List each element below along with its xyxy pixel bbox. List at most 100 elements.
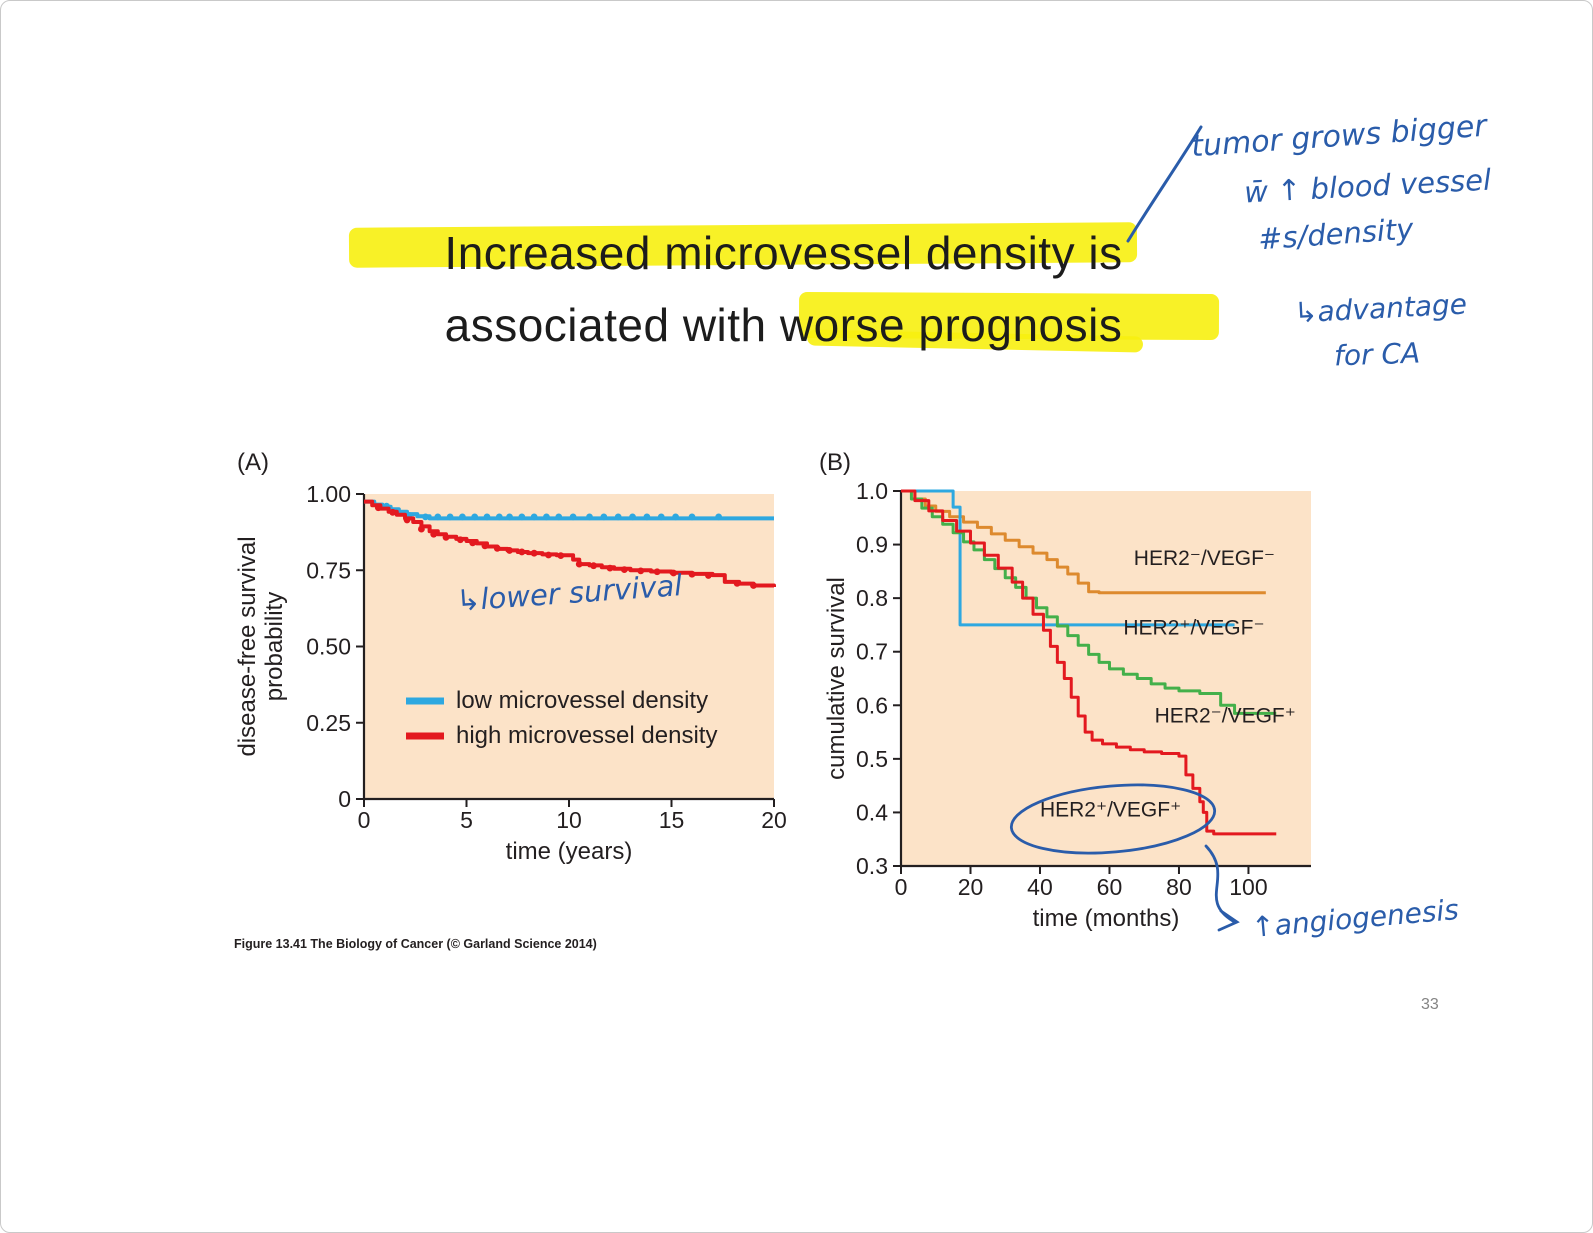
series-label: HER2⁻/VEGF⁺ bbox=[1155, 704, 1296, 727]
censor-dot bbox=[469, 539, 477, 547]
handwritten-note-tumor-grows: tumor grows bigger bbox=[1190, 108, 1488, 165]
censor-dot bbox=[442, 533, 450, 541]
censor-dot bbox=[530, 513, 538, 521]
series-line bbox=[901, 489, 1266, 595]
x-tick-label: 60 bbox=[1097, 874, 1123, 900]
y-tick-label: 0.25 bbox=[306, 710, 351, 736]
page-number: 33 bbox=[1421, 996, 1439, 1013]
y-tick-label: 0.50 bbox=[306, 634, 351, 660]
series-label: HER2⁺/VEGF⁻ bbox=[1123, 617, 1264, 640]
censor-dot bbox=[518, 548, 526, 556]
slide-title: Increased microvessel density is associa… bbox=[301, 217, 1266, 361]
legend-label: low microvessel density bbox=[456, 687, 708, 714]
x-axis-title: time (months) bbox=[1033, 905, 1180, 932]
x-tick-label: 40 bbox=[1027, 874, 1053, 900]
censor-dot bbox=[688, 570, 696, 578]
legend-label: high microvessel density bbox=[456, 722, 717, 749]
censor-dot bbox=[374, 504, 382, 512]
censor-dot bbox=[629, 513, 636, 521]
x-tick-label: 5 bbox=[460, 807, 473, 833]
survival-chart-b: 1.0 0.9 0.8 0.7 0.6 0.5 0.4 0.3 0 20 40 60 80 100 time… bbox=[823, 478, 1311, 932]
censor-dot bbox=[430, 530, 438, 538]
handwritten-note-advantage: ↳advantage bbox=[1293, 287, 1468, 330]
censor-dot bbox=[459, 513, 466, 521]
y-tick-label: 0.75 bbox=[306, 557, 351, 583]
x-tick-label: 15 bbox=[659, 807, 685, 833]
figure-caption: Figure 13.41 The Biology of Cancer (© Ga… bbox=[234, 937, 597, 951]
y-axis-title: probability bbox=[261, 592, 288, 701]
censor-dot bbox=[389, 508, 397, 516]
handwritten-note-density: #s/density bbox=[1257, 211, 1415, 257]
censor-dot bbox=[456, 536, 464, 544]
censor-dot bbox=[657, 513, 665, 521]
censor-dot bbox=[545, 551, 552, 559]
y-tick-label: 0 bbox=[338, 786, 351, 812]
censor-dot bbox=[620, 566, 628, 574]
series-label: HER2⁺/VEGF⁺ bbox=[1040, 799, 1181, 822]
censor-dot bbox=[672, 513, 679, 521]
series-label: HER2⁻/VEGF⁻ bbox=[1134, 547, 1275, 570]
censor-dot bbox=[600, 513, 608, 521]
y-tick-label: 0.7 bbox=[856, 639, 888, 665]
plot-area bbox=[364, 494, 774, 799]
censor-dot bbox=[653, 568, 661, 576]
series-line bbox=[901, 489, 1277, 836]
censor-dot bbox=[590, 562, 597, 570]
censor-dot bbox=[586, 513, 593, 521]
censor-dot bbox=[733, 579, 741, 587]
censor-dot bbox=[422, 513, 429, 521]
y-tick-label: 0.5 bbox=[856, 746, 888, 772]
censor-dot bbox=[670, 569, 677, 577]
censor-dot bbox=[446, 513, 454, 521]
series-line bbox=[901, 489, 1235, 627]
y-axis-title: cumulative survival bbox=[823, 577, 850, 780]
censor-dot bbox=[403, 516, 411, 524]
series-line bbox=[901, 489, 1277, 715]
y-tick-label: 0.4 bbox=[856, 799, 888, 825]
x-tick-label: 100 bbox=[1229, 874, 1267, 900]
censor-dot bbox=[506, 513, 513, 521]
series-line bbox=[364, 499, 776, 588]
censor-dot bbox=[555, 513, 563, 521]
y-axis-title: disease-free survival bbox=[234, 536, 261, 756]
x-tick-label: 20 bbox=[761, 807, 787, 833]
censor-dot bbox=[483, 513, 491, 521]
y-tick-label: 1.00 bbox=[306, 481, 351, 507]
censor-dot bbox=[518, 513, 526, 521]
y-tick-label: 0.8 bbox=[856, 585, 888, 611]
censor-dot bbox=[493, 544, 501, 552]
censor-dot bbox=[543, 513, 550, 521]
y-tick-label: 0.3 bbox=[856, 853, 888, 879]
x-tick-label: 0 bbox=[358, 807, 371, 833]
y-tick-label: 0.6 bbox=[856, 692, 888, 718]
censor-dot bbox=[715, 513, 723, 521]
censor-dot bbox=[614, 513, 622, 521]
x-axis-title: time (years) bbox=[506, 838, 633, 865]
censor-dot bbox=[506, 547, 513, 554]
x-tick-label: 0 bbox=[895, 874, 908, 900]
censor-dot bbox=[530, 549, 538, 557]
survival-chart-a: 1.00 0.75 0.50 0.25 00 5 10 15 20 time (years) dis… bbox=[234, 481, 787, 865]
censor-dot bbox=[481, 542, 489, 550]
x-tick-label: 80 bbox=[1166, 874, 1192, 900]
handwritten-note-blood-vessel: w̄ ↑ blood vessel bbox=[1243, 162, 1492, 210]
censor-dot bbox=[575, 560, 583, 568]
y-tick-label: 0.9 bbox=[856, 532, 888, 558]
censor-dot bbox=[418, 525, 425, 533]
censor-dot bbox=[569, 513, 577, 521]
censor-dot bbox=[637, 567, 645, 575]
censor-dot bbox=[557, 552, 565, 560]
censor-dot bbox=[434, 513, 442, 521]
x-tick-label: 20 bbox=[958, 874, 984, 900]
censor-dot bbox=[471, 513, 479, 521]
x-tick-label: 10 bbox=[556, 807, 582, 833]
censor-dot bbox=[495, 513, 503, 521]
panel-label-b: (B) bbox=[819, 449, 851, 476]
censor-dot bbox=[688, 513, 696, 521]
panel-label-a: (A) bbox=[237, 449, 269, 476]
censor-dot bbox=[705, 572, 712, 579]
censor-dot bbox=[643, 513, 651, 521]
handwritten-note-for-ca: for CA bbox=[1333, 336, 1421, 373]
title-line-2: associated with worse prognosis bbox=[444, 299, 1123, 351]
